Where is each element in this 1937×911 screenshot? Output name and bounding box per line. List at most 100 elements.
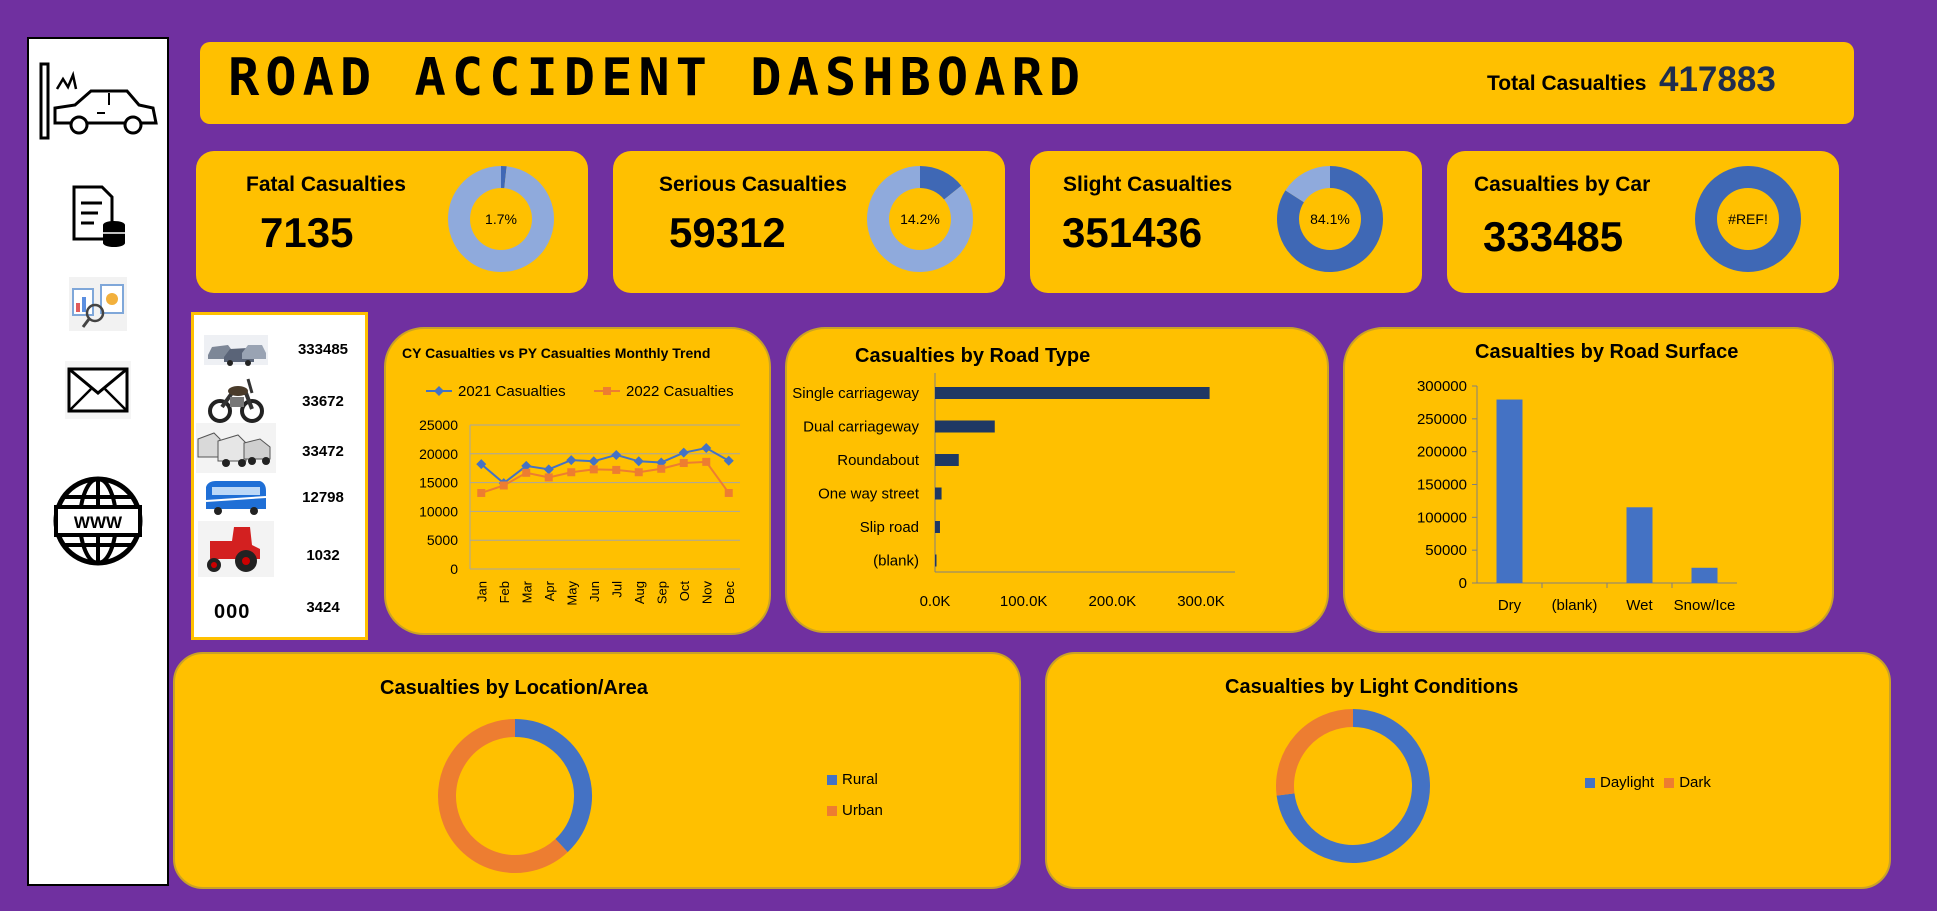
y-tick-label: 150000 — [1417, 477, 1467, 494]
legend-label: Rural — [842, 771, 878, 788]
mail-icon[interactable] — [29, 361, 167, 419]
urban-swatch — [827, 805, 837, 816]
series-line — [480, 460, 730, 494]
kpi-card-slight: Slight Casualties 351436 84.1% — [1030, 151, 1422, 293]
chart-title: CY Casualties vs PY Casualties Monthly T… — [402, 345, 711, 361]
category-label: One way street — [818, 486, 920, 503]
y-tick-label: 100000 — [1417, 509, 1467, 526]
analytics-icon[interactable] — [29, 275, 167, 333]
x-tick-label: 100.0K — [1000, 593, 1048, 610]
x-tick-label: Feb — [497, 581, 512, 603]
data-point — [612, 465, 621, 474]
total-casualties-label: Total Casualties — [1487, 72, 1647, 95]
x-tick-label: Mar — [519, 580, 534, 603]
donut-share-arc — [919, 166, 962, 201]
category-label: (blank) — [873, 553, 919, 570]
y-tick-label: 50000 — [1425, 542, 1467, 559]
x-tick-label: Sep — [654, 581, 669, 604]
kpi-label: Casualties by Car — [1474, 173, 1651, 196]
bar — [1626, 507, 1653, 583]
kpi-value: 59312 — [669, 209, 786, 256]
y-tick-label: 0 — [450, 561, 458, 577]
donut-remainder-arc — [1285, 166, 1331, 203]
x-tick-label: (blank) — [1552, 597, 1598, 614]
kpi-label: Slight Casualties — [1063, 173, 1233, 196]
bar — [1496, 399, 1523, 583]
donut-remainder-arc — [448, 166, 554, 272]
x-tick-label: Dry — [1498, 597, 1522, 614]
database-report-icon[interactable] — [29, 183, 167, 249]
sidebar: WWW — [27, 37, 169, 886]
page-title: ROAD ACCIDENT DASHBOARD — [228, 48, 1087, 108]
x-tick-label: May — [564, 581, 579, 606]
header-banner: ROAD ACCIDENT DASHBOARD Total Casualties… — [200, 42, 1854, 124]
kpi-donut-label: 84.1% — [1310, 211, 1350, 227]
light-conditions-panel: Casualties by Light Conditions Daylight … — [1045, 652, 1891, 889]
legend-label: 2022 Casualties — [626, 383, 734, 400]
rural-swatch — [827, 774, 837, 785]
donut-slice-urban — [438, 719, 568, 873]
data-point — [544, 473, 553, 482]
x-tick-label: 200.0K — [1089, 593, 1137, 610]
donut-remainder-arc — [867, 166, 973, 272]
location-panel: Casualties by Location/Area Rural Urban — [173, 652, 1021, 889]
y-tick-label: 20000 — [419, 446, 458, 462]
bar — [935, 454, 959, 466]
chart-title: Casualties by Light Conditions — [1225, 676, 1519, 698]
bar — [935, 554, 937, 567]
y-tick-label: 5000 — [427, 532, 458, 548]
data-point — [522, 468, 531, 477]
y-tick-label: 25000 — [419, 417, 458, 433]
x-tick-label: Apr — [542, 580, 557, 601]
legend-item: Rural — [827, 771, 878, 788]
data-point — [633, 456, 644, 467]
x-tick-label: Snow/Ice — [1674, 597, 1736, 614]
data-point — [543, 464, 554, 475]
road-surface-chart: 0 50000 100000 150000 200000 250000 300000 Dry (… — [1417, 378, 1737, 614]
other-vehicles-icon: 000 — [214, 601, 251, 623]
x-tick-label: Jun — [587, 581, 602, 602]
donut-share-arc — [1695, 166, 1801, 272]
kpi-donut: #REF! — [1695, 166, 1801, 272]
data-point — [679, 459, 688, 468]
data-point — [702, 457, 711, 466]
vans-icon — [196, 423, 276, 473]
data-point — [724, 488, 733, 497]
bar — [935, 420, 995, 433]
kpi-card-car: Casualties by Car 333485 #REF! — [1447, 151, 1839, 293]
legend-item: Daylight Dark — [1585, 774, 1711, 791]
data-point — [588, 456, 599, 467]
kpi-value: 7135 — [260, 209, 354, 256]
data-point — [611, 449, 622, 460]
kpi-label: Fatal Casualties — [246, 173, 406, 196]
y-tick-label: 200000 — [1417, 444, 1467, 461]
car-crash-icon[interactable] — [29, 61, 167, 141]
tractor-icon — [198, 521, 274, 577]
data-point — [701, 443, 712, 454]
data-point — [589, 465, 598, 474]
data-point — [567, 468, 576, 477]
legend-item: Urban — [827, 802, 883, 819]
kpi-donut-label: #REF! — [1728, 211, 1768, 227]
legend-label: Urban — [842, 802, 883, 819]
list-item: 33672 — [194, 371, 365, 423]
y-tick-label: 15000 — [419, 475, 458, 491]
x-tick-label: Aug — [632, 581, 647, 604]
vehicle-value: 333485 — [297, 341, 349, 358]
y-tick-label: 10000 — [419, 503, 458, 519]
light-conditions-donut — [1276, 709, 1430, 863]
vehicle-value: 12798 — [302, 489, 344, 506]
x-tick-label: 0.0K — [920, 593, 951, 610]
donut-share-arc — [1277, 166, 1383, 272]
daylight-swatch — [1585, 777, 1595, 788]
legend-marker — [434, 386, 444, 396]
x-tick-label: Dec — [722, 581, 737, 605]
bar — [935, 521, 940, 533]
list-item: 12798 — [194, 475, 365, 525]
bar — [935, 387, 1210, 399]
data-point — [521, 460, 532, 471]
kpi-donut: 14.2% — [867, 166, 973, 272]
total-casualties-value: 417883 — [1659, 60, 1776, 99]
web-icon[interactable]: WWW — [29, 475, 167, 567]
category-label: Dual carriageway — [803, 419, 919, 436]
